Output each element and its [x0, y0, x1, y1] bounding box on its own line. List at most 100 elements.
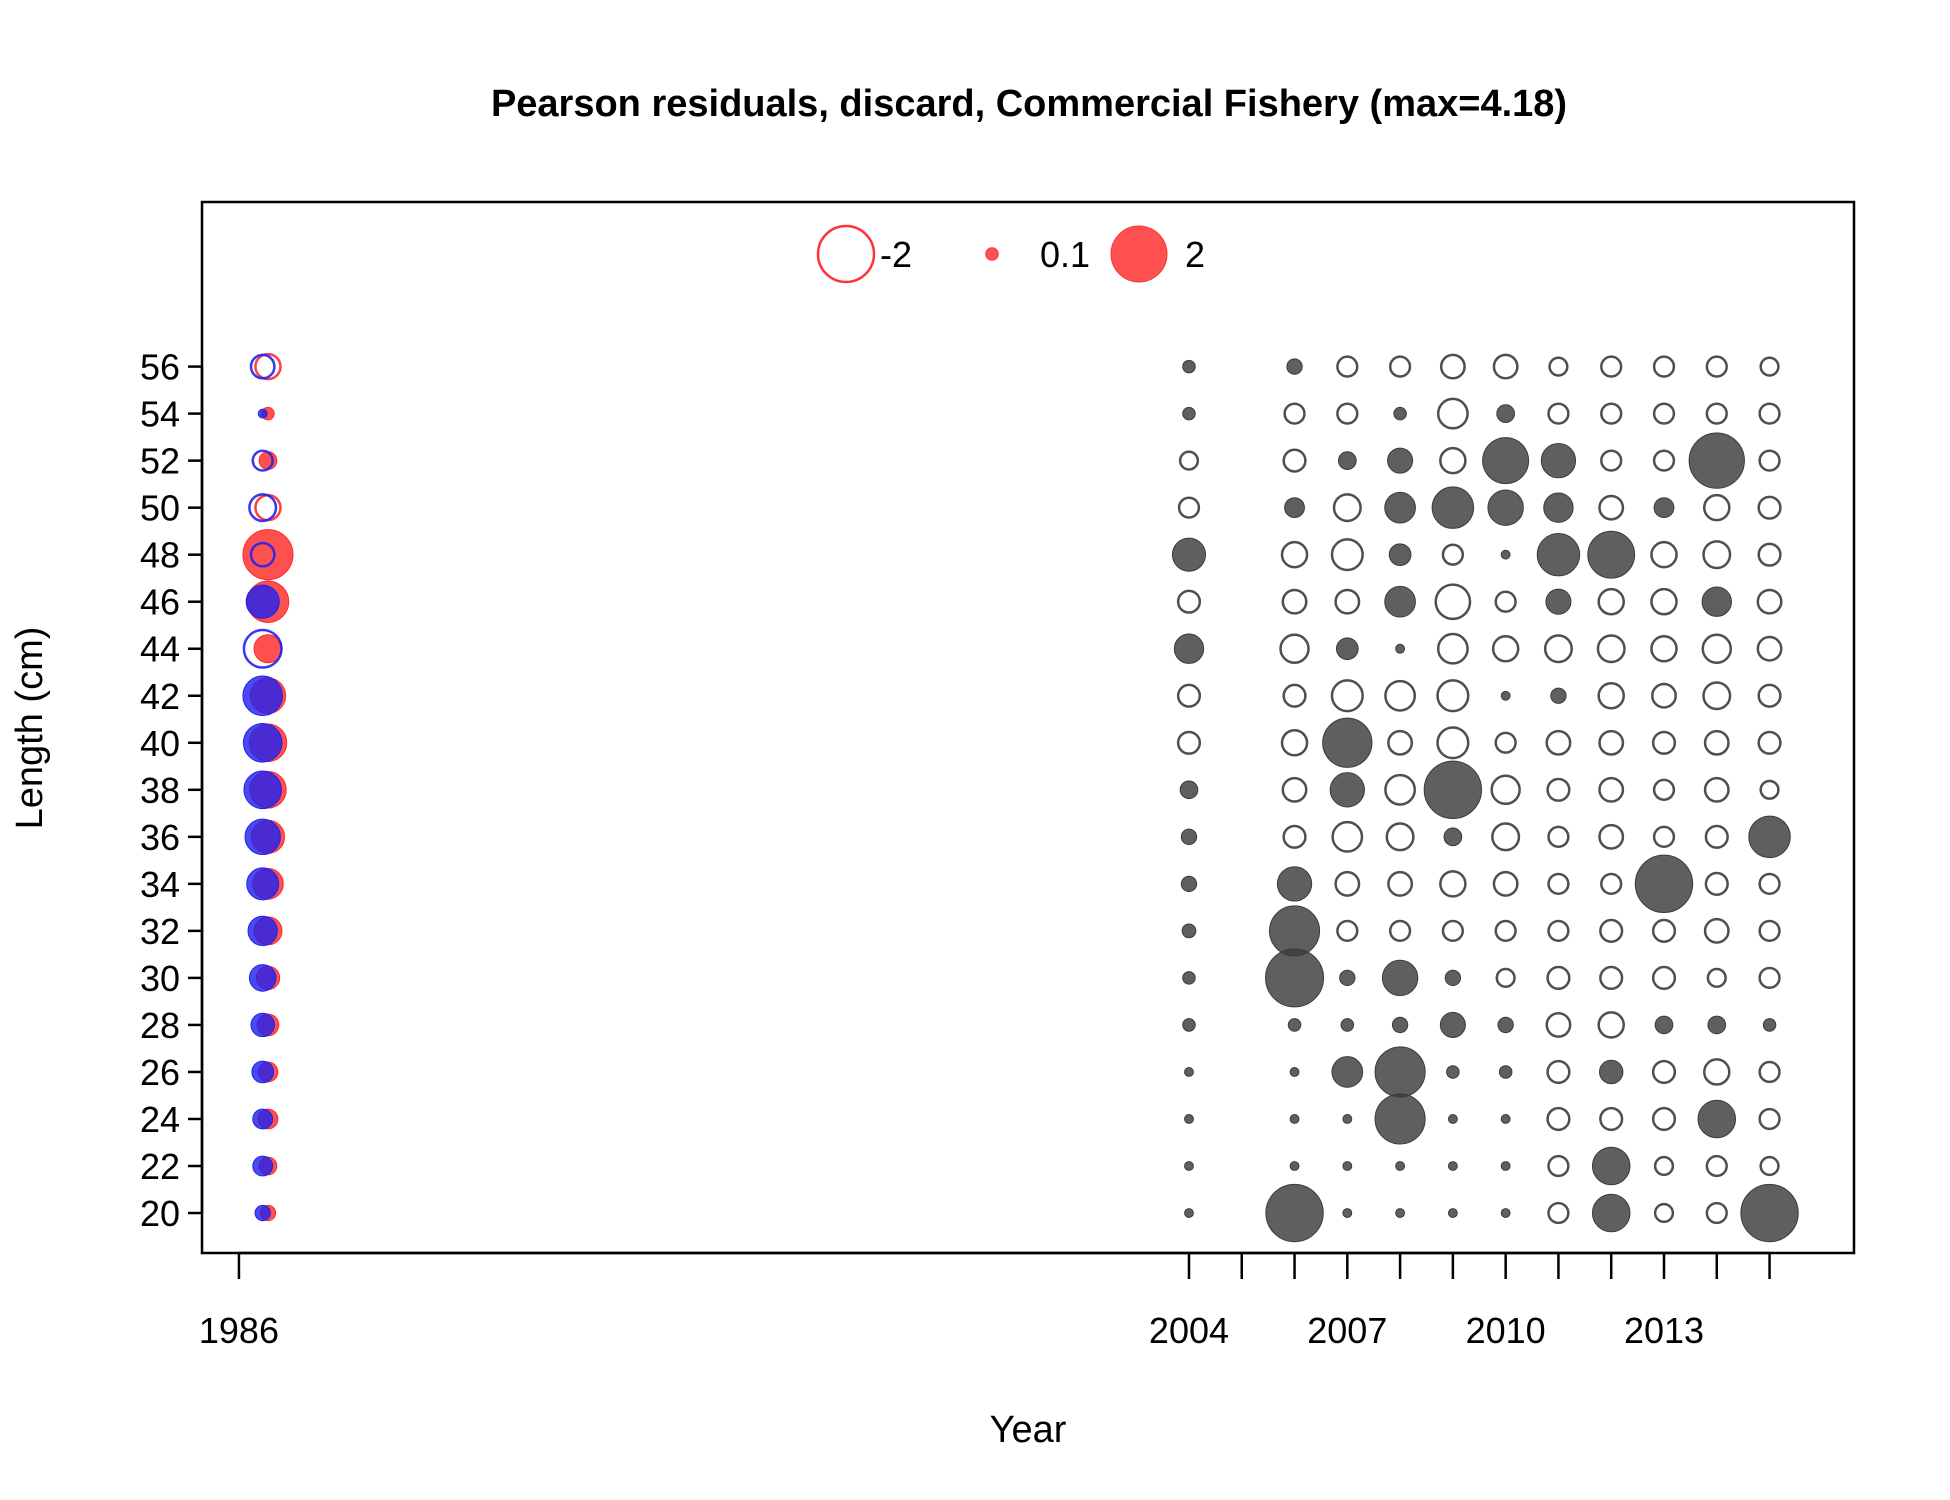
residual-bubble: [254, 352, 282, 381]
residual-bubble: [1447, 1161, 1458, 1171]
residual-bubble: [1180, 828, 1198, 846]
residual-bubble: [1494, 590, 1517, 613]
residual-bubble: [1279, 633, 1310, 664]
residual-bubble: [1182, 359, 1196, 374]
residual-bubble: [1289, 1114, 1300, 1124]
residual-bubble: [1391, 1016, 1409, 1034]
residual-bubble: [1184, 1208, 1194, 1218]
residual-bubble: [1436, 679, 1470, 713]
residual-bubble: [1598, 776, 1625, 803]
residual-bubble: [1443, 827, 1463, 847]
residual-bubble: [1653, 1155, 1675, 1177]
legend-symbol: [985, 247, 999, 261]
residual-bubble: [1176, 730, 1202, 755]
residual-bubble: [1547, 825, 1570, 848]
residual-bubble: [1495, 967, 1516, 989]
legend-label: 2: [1185, 234, 1205, 275]
residual-bubble: [1282, 448, 1307, 473]
residual-bubble: [1436, 397, 1469, 430]
residual-bubble: [249, 541, 276, 568]
residual-bubble: [1176, 589, 1202, 614]
residual-bubble: [1289, 1067, 1300, 1077]
y-tick-label: 38: [140, 770, 180, 811]
x-tick-label: 1986: [199, 1310, 279, 1351]
x-tick-label: 2013: [1624, 1310, 1704, 1351]
residual-bubble: [1705, 1154, 1728, 1178]
residual-bubble: [1705, 402, 1728, 425]
residual-bubble: [1536, 532, 1581, 577]
y-axis-label: Length (cm): [9, 627, 51, 830]
residual-bubble: [1600, 355, 1623, 378]
residual-bubble: [1384, 679, 1417, 712]
residual-bubble: [1388, 919, 1412, 943]
residual-bubble: [1705, 1201, 1728, 1225]
residual-bubble: [248, 964, 277, 992]
residual-bubble: [1756, 635, 1783, 662]
residual-bubble: [1704, 871, 1729, 896]
x-axis-label: Year: [990, 1409, 1067, 1451]
residual-bubble: [1546, 1059, 1571, 1085]
residual-bubble: [1339, 969, 1356, 987]
residual-bubble: [1385, 822, 1415, 852]
residual-bubble: [1651, 682, 1677, 709]
residual-bubble: [1374, 1093, 1426, 1145]
residual-bubble: [1597, 1011, 1625, 1039]
residual-bubble: [246, 867, 280, 901]
residual-bubble: [1651, 1106, 1677, 1132]
residual-bubble: [1545, 1011, 1572, 1038]
residual-bubble: [1758, 1107, 1781, 1131]
residual-bubble: [1497, 1016, 1514, 1034]
residual-bubble: [1758, 402, 1781, 425]
residual-bubble: [1332, 493, 1362, 523]
y-tick-label: 52: [140, 441, 180, 482]
residual-bubble: [1444, 969, 1462, 987]
residual-bubble: [1651, 918, 1677, 943]
residual-bubble: [1268, 905, 1321, 957]
residual-bubble: [1490, 774, 1521, 806]
residual-bubble: [1703, 493, 1731, 522]
residual-bubble: [1599, 1059, 1624, 1085]
residual-bubble: [1340, 1018, 1355, 1032]
plot-frame: [200, 200, 1856, 1255]
residual-bubble: [1374, 1046, 1426, 1098]
residual-bubble: [1184, 1114, 1194, 1124]
residual-bubble: [1331, 820, 1364, 853]
residual-bubble: [251, 449, 274, 472]
residual-bubble: [1705, 355, 1728, 378]
residual-bubble: [1703, 776, 1730, 803]
residual-bubble: [1540, 442, 1577, 479]
residual-bubble: [1281, 776, 1308, 803]
residual-bubble: [1653, 1202, 1675, 1224]
residual-bubble: [1652, 402, 1676, 425]
residual-bubble: [1441, 919, 1465, 943]
residual-bubble: [1756, 588, 1783, 615]
y-axis: 20 22 24 26 28 30 32 34 36 38 40 42 44 46 48 50 52 54 56: [140, 347, 204, 1234]
residual-bubble: [247, 915, 278, 947]
residual-bubble: [1650, 540, 1678, 569]
residual-bubble: [1757, 730, 1782, 755]
residual-bubble: [1650, 587, 1678, 616]
residual-bubble: [1688, 432, 1745, 489]
x-tick-label: 2010: [1466, 1310, 1546, 1351]
residual-bubble: [1184, 1161, 1194, 1171]
residual-bubble: [1652, 355, 1676, 378]
residual-bubble: [258, 451, 278, 470]
residual-bubble: [1335, 637, 1359, 661]
residual-bubble: [1330, 538, 1364, 572]
residual-bubble: [1265, 1183, 1324, 1243]
residual-bubble: [1545, 729, 1572, 756]
residual-bubble: [1757, 683, 1782, 708]
residual-bubble: [1387, 870, 1414, 897]
residual-bubble: [1336, 919, 1359, 943]
residual-bubble: [1598, 729, 1625, 756]
residual-bubble: [1651, 965, 1677, 991]
residual-bubble: [1591, 1146, 1631, 1186]
residual-bubble: [1757, 542, 1782, 567]
residual-bubble: [1384, 585, 1416, 618]
residual-bubble: [1600, 402, 1623, 425]
legend-symbol: [1110, 225, 1168, 283]
residual-bubble: [254, 1204, 271, 1222]
residual-bubble: [1482, 437, 1530, 485]
residual-bubble: [1545, 588, 1572, 615]
y-tick-label: 26: [140, 1052, 180, 1093]
